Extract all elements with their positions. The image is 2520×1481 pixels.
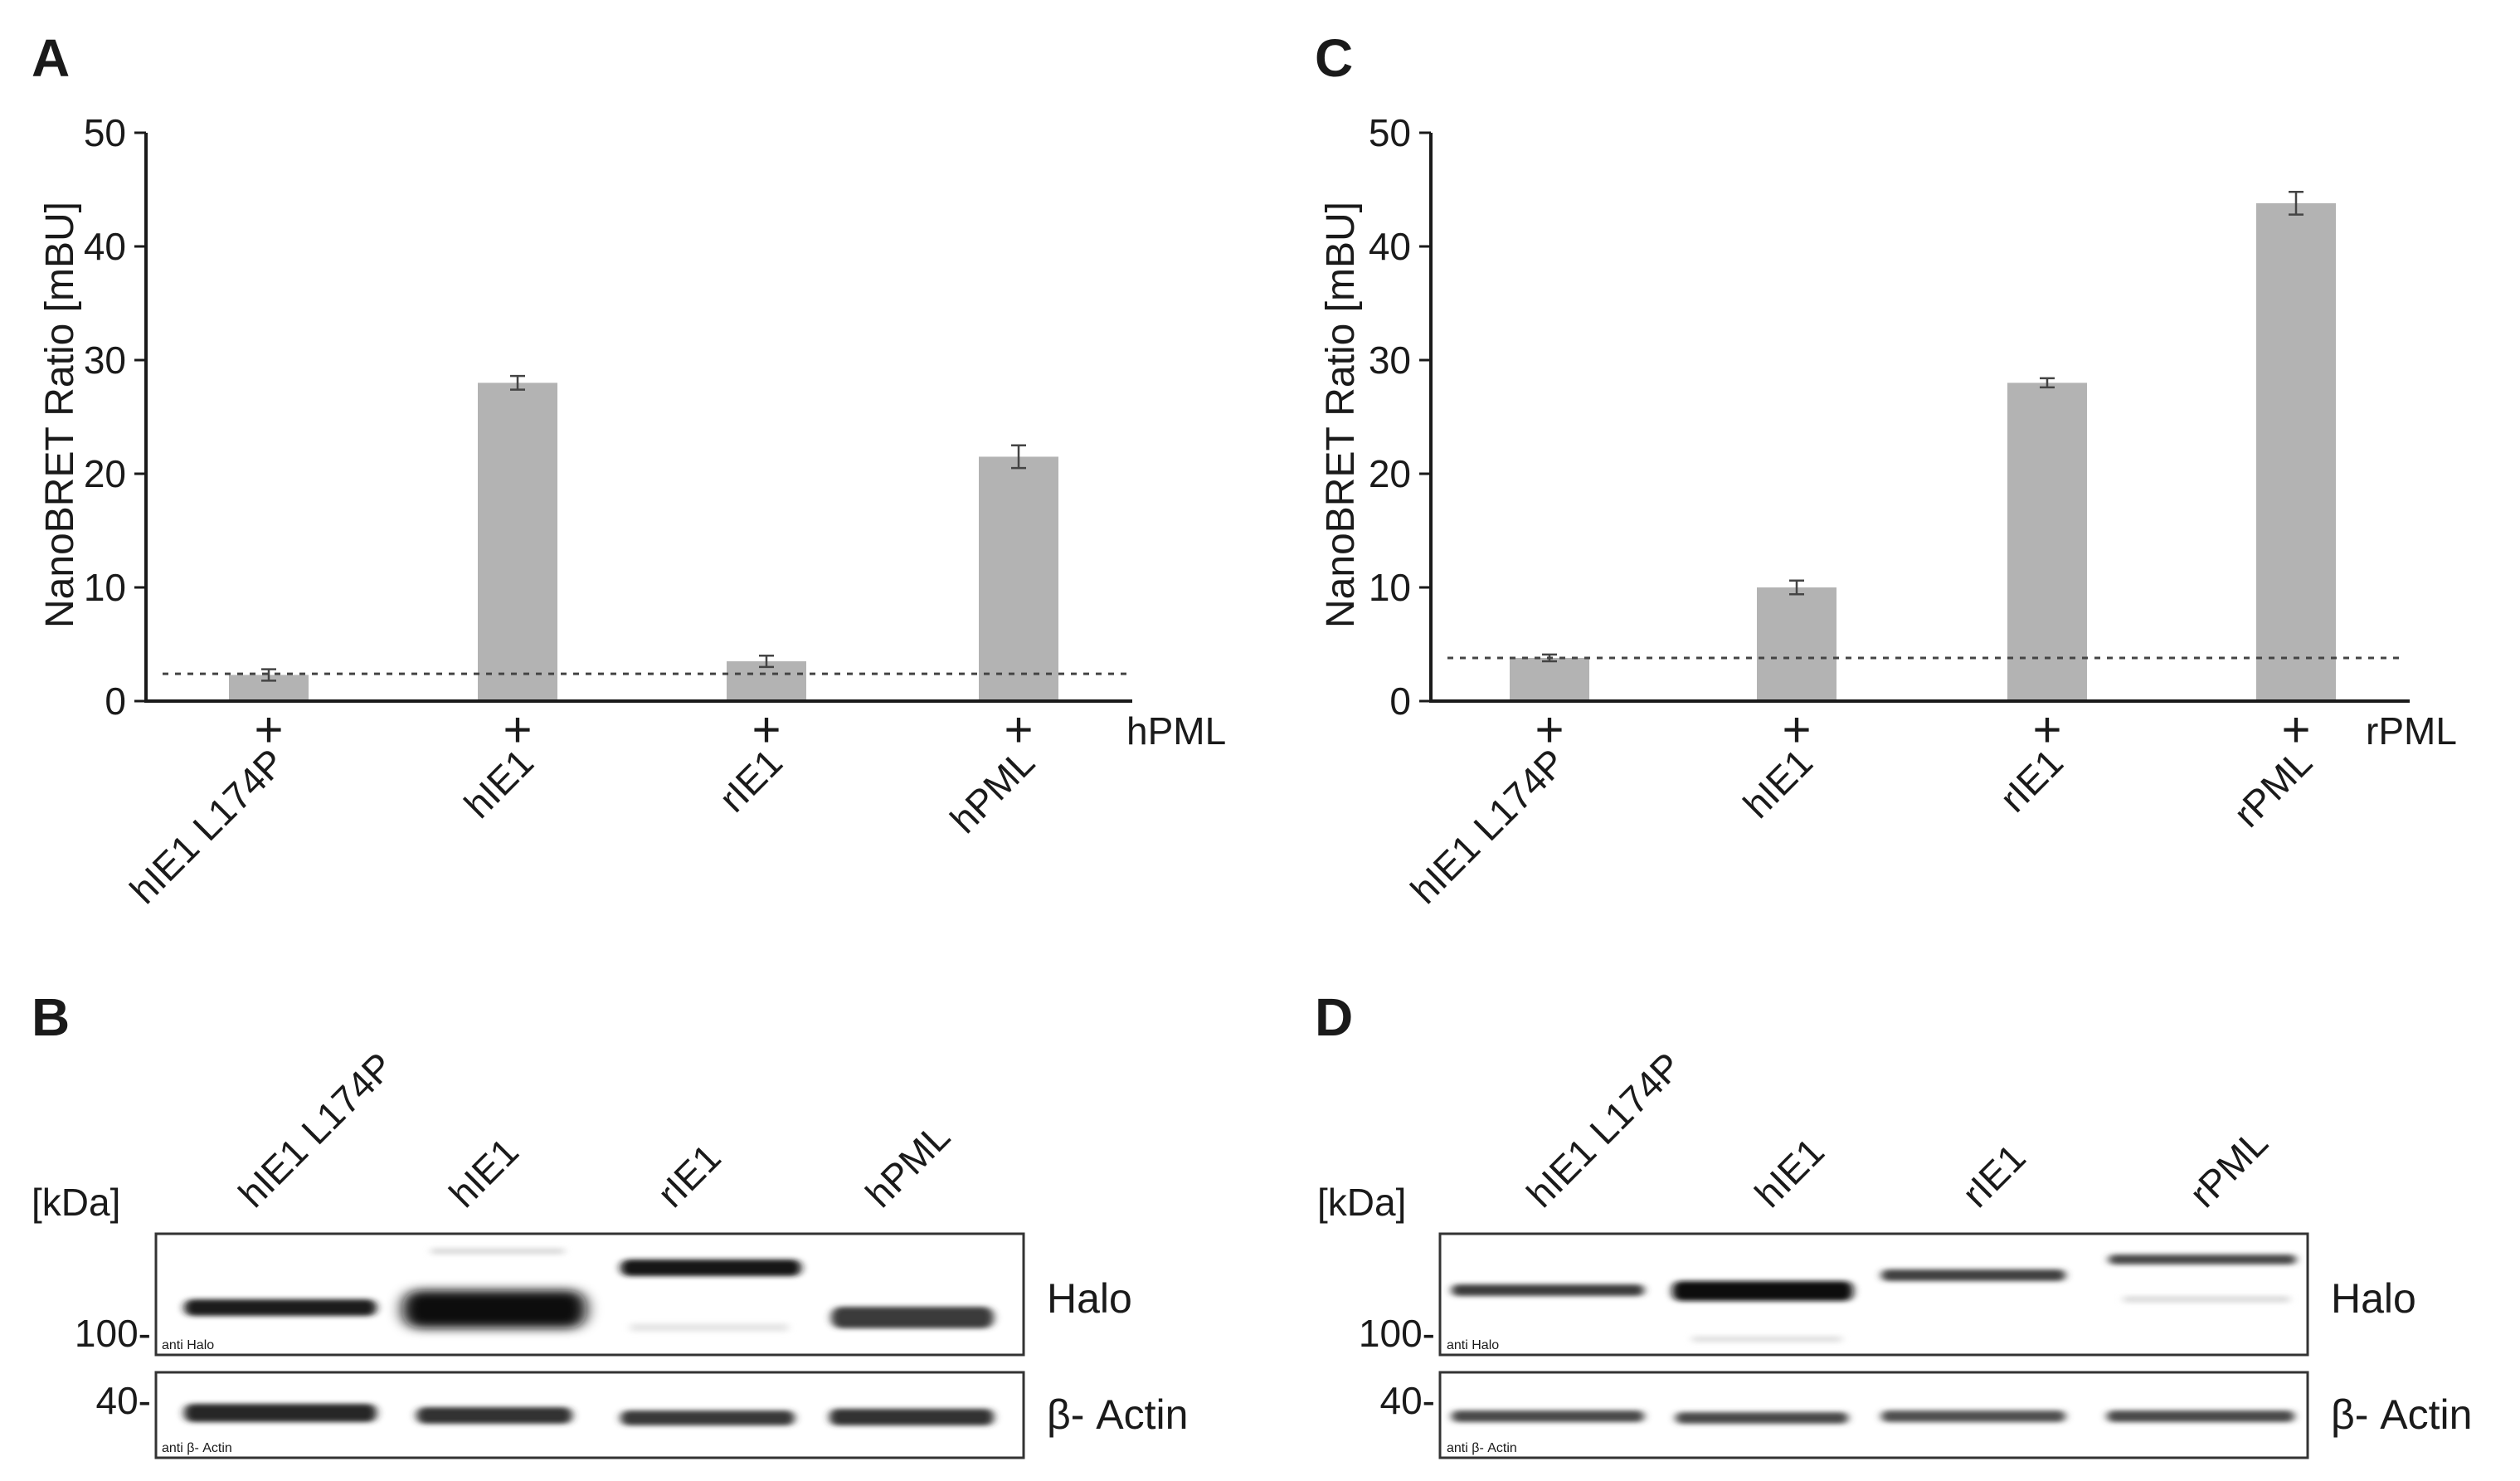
chart-a-plus-0: + bbox=[254, 702, 283, 758]
band-d-halo-4-faint bbox=[2124, 1296, 2289, 1303]
band-b-halo-2-faint bbox=[431, 1248, 564, 1254]
blot-b-actin-antibody: anti β- Actin bbox=[162, 1441, 232, 1455]
chart-a-ytick-label-1: 10 bbox=[84, 566, 126, 609]
chart-c-error-bar-1 bbox=[1789, 579, 1804, 596]
blot-d-halo-antibody: anti Halo bbox=[1447, 1338, 1499, 1352]
chart-a-ytick-label-3: 30 bbox=[84, 339, 126, 382]
chart-a-error-bar-2 bbox=[759, 654, 774, 669]
panel-label-d: D bbox=[1315, 987, 1353, 1047]
chart-a-plus-2: + bbox=[752, 702, 781, 758]
blot-b-marker-actin: 40- bbox=[96, 1379, 151, 1422]
chart-c-plus-3: + bbox=[2281, 702, 2310, 758]
chart-a-ytick-label-5: 50 bbox=[84, 111, 126, 154]
band-d-halo-4 bbox=[2109, 1254, 2296, 1264]
band-b-halo-3 bbox=[620, 1259, 801, 1276]
blot-d: [kDa] hIE1 L174P hIE1 rIE1 rPML anti Halo a… bbox=[1317, 1044, 2472, 1459]
chart-c-bar-2 bbox=[2007, 382, 2087, 701]
chart-c-error-bar-3 bbox=[2289, 190, 2304, 216]
band-d-actin-4 bbox=[2107, 1410, 2294, 1422]
chart-c-plus-0: + bbox=[1535, 702, 1564, 758]
blot-b-lane-1: hIE1 bbox=[440, 1129, 527, 1215]
chart-a-y-axis-label: NanoBRET Ratio [mBU] bbox=[38, 202, 82, 628]
band-d-actin-3 bbox=[1881, 1410, 2065, 1422]
blot-b-marker-halo: 100- bbox=[75, 1312, 151, 1355]
blot-d-lane-0: hIE1 L174P bbox=[1518, 1044, 1690, 1215]
blot-b-halo-panel bbox=[154, 1232, 1025, 1357]
blot-b-lane-0: hIE1 L174P bbox=[230, 1044, 401, 1215]
chart-c-bar-3 bbox=[2256, 202, 2336, 701]
blot-d-bands bbox=[1452, 1254, 2296, 1424]
chart-c-plus-2: + bbox=[2032, 702, 2061, 758]
band-b-halo-3-faint bbox=[630, 1323, 788, 1332]
chart-c-bar-0 bbox=[1510, 657, 1589, 701]
chart-a-ytick-label-2: 20 bbox=[84, 452, 126, 495]
chart-c-category-0: hIE1 L174P bbox=[1402, 740, 1574, 912]
blot-d-lane-labels: hIE1 L174P hIE1 rIE1 rPML bbox=[1518, 1044, 2275, 1215]
blot-d-marker-actin: 40- bbox=[1380, 1379, 1435, 1422]
panel-label-b: B bbox=[32, 987, 70, 1047]
blot-b-actin-label: β- Actin bbox=[1047, 1391, 1188, 1438]
chart-a-row-label: hPML bbox=[1126, 709, 1226, 753]
blot-b: [kDa] hIE1 L174P hIE1 rIE1 hPML anti Halo a… bbox=[32, 1044, 1188, 1459]
chart-a-error-bar-1 bbox=[510, 374, 525, 391]
chart-c-bar-1 bbox=[1757, 587, 1836, 701]
blot-b-unit-label: [kDa] bbox=[32, 1181, 120, 1224]
panel-label-c: C bbox=[1315, 28, 1353, 88]
band-d-halo-3 bbox=[1881, 1269, 2065, 1281]
chart-a-plus-1: + bbox=[503, 702, 532, 758]
chart-a-y-ticks: 0 10 20 30 40 50 bbox=[84, 111, 146, 723]
chart-a-error-bar-0 bbox=[261, 668, 276, 682]
blot-d-lane-1: hIE1 bbox=[1746, 1129, 1832, 1215]
chart-a-error-bar-3 bbox=[1011, 444, 1026, 470]
band-b-actin-1 bbox=[184, 1404, 377, 1422]
chart-a-plus-3: + bbox=[1004, 702, 1033, 758]
band-b-actin-3 bbox=[620, 1410, 795, 1425]
blot-b-halo-antibody: anti Halo bbox=[162, 1338, 214, 1352]
chart-c-error-bar-2 bbox=[2040, 377, 2055, 389]
blot-d-unit-label: [kDa] bbox=[1317, 1181, 1406, 1224]
band-d-actin-2 bbox=[1676, 1412, 1848, 1424]
chart-c-y-ticks: 0 10 20 30 40 50 bbox=[1369, 111, 1431, 723]
blot-b-lane-labels: hIE1 L174P hIE1 rIE1 hPML bbox=[230, 1044, 958, 1215]
blot-d-marker-halo: 100- bbox=[1359, 1312, 1435, 1355]
chart-c-ytick-label-2: 20 bbox=[1369, 452, 1411, 495]
chart-a-ytick-label-4: 40 bbox=[84, 225, 126, 268]
panel-label-a: A bbox=[32, 28, 70, 88]
band-d-halo-1 bbox=[1452, 1284, 1644, 1296]
chart-c-bars: +hIE1 L174P+hIE1+rIE1+rPML bbox=[1402, 190, 2404, 912]
chart-a-bars: +hIE1 L174P+hIE1+rIE1+hPML bbox=[121, 374, 1128, 912]
chart-c-ytick-label-5: 50 bbox=[1369, 111, 1411, 154]
chart-c-ytick-label-3: 30 bbox=[1369, 339, 1411, 382]
band-d-halo-2 bbox=[1672, 1281, 1853, 1301]
chart-c-row-label: rPML bbox=[2366, 709, 2457, 753]
blot-b-lane-2: rIE1 bbox=[649, 1136, 728, 1215]
blot-d-actin-antibody: anti β- Actin bbox=[1447, 1441, 1517, 1455]
chart-c-ytick-label-0: 0 bbox=[1389, 680, 1411, 723]
chart-a-bar-3 bbox=[979, 456, 1058, 701]
chart-a-category-0: hIE1 L174P bbox=[121, 740, 293, 912]
band-b-actin-4 bbox=[829, 1409, 994, 1425]
blot-b-bands bbox=[184, 1248, 994, 1425]
chart-a-bar-1 bbox=[478, 382, 557, 701]
blot-d-lane-3: rPML bbox=[2181, 1121, 2275, 1215]
blot-d-actin-label: β- Actin bbox=[2331, 1391, 2472, 1438]
blot-b-halo-label: Halo bbox=[1047, 1275, 1132, 1322]
blot-d-halo-label: Halo bbox=[2331, 1275, 2416, 1322]
chart-c-ytick-label-1: 10 bbox=[1369, 566, 1411, 609]
band-b-halo-1 bbox=[184, 1299, 377, 1316]
band-d-halo-2-faint bbox=[1692, 1336, 1841, 1342]
band-d-actin-1 bbox=[1452, 1410, 1644, 1422]
blot-b-lane-3: hPML bbox=[857, 1114, 958, 1215]
chart-c-ytick-label-4: 40 bbox=[1369, 225, 1411, 268]
band-b-halo-2 bbox=[402, 1290, 586, 1328]
blot-d-lane-2: rIE1 bbox=[1953, 1136, 2033, 1215]
chart-c-plus-1: + bbox=[1782, 702, 1811, 758]
band-b-halo-4 bbox=[831, 1307, 994, 1328]
chart-c-y-axis-label: NanoBRET Ratio [mBU] bbox=[1319, 202, 1363, 628]
chart-a-ytick-label-0: 0 bbox=[105, 680, 126, 723]
band-b-actin-2 bbox=[416, 1407, 572, 1424]
